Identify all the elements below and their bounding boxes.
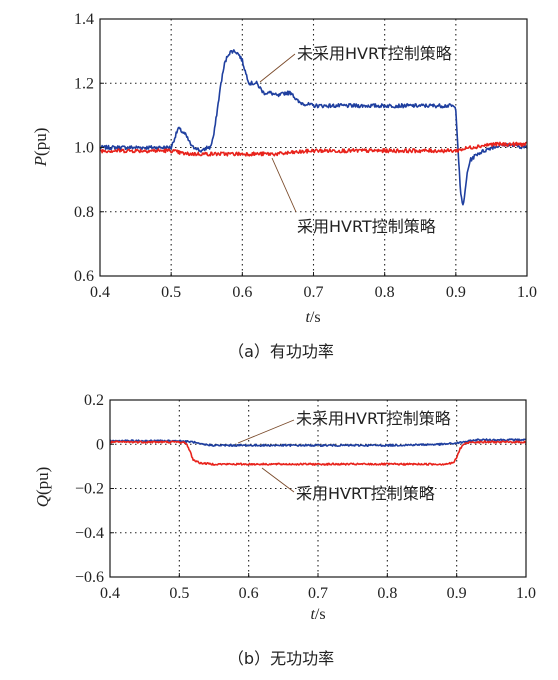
y-tick-label: −0.2 bbox=[75, 481, 104, 498]
annotation-leader-a2 bbox=[271, 157, 297, 213]
x-tick-label: 0.4 bbox=[90, 284, 110, 301]
annotation-blue-a: 未采用HVRT控制策略 bbox=[297, 44, 452, 63]
x-tick-label: 0.6 bbox=[232, 284, 252, 301]
y-tick-label: 0.8 bbox=[74, 204, 94, 221]
x-tick-label: 1.0 bbox=[517, 284, 537, 301]
series-group-a bbox=[99, 49, 528, 206]
y-tick-label: 1.2 bbox=[74, 75, 94, 92]
series-line-blue bbox=[99, 49, 528, 206]
annotation-blue-b: 未采用HVRT控制策略 bbox=[296, 409, 451, 428]
series-line-red bbox=[99, 141, 528, 157]
x-tick-label: 1.0 bbox=[516, 585, 536, 602]
x-tick-label: 0.4 bbox=[100, 585, 120, 602]
series-line-red bbox=[109, 440, 527, 466]
y-axis-label-a: P(pu) bbox=[31, 128, 50, 168]
x-tick-label: 0.9 bbox=[447, 585, 467, 602]
annotation-red-b: 采用HVRT控制策略 bbox=[296, 484, 435, 503]
x-tick-label: 0.5 bbox=[169, 585, 189, 602]
y-tick-label: −0.4 bbox=[75, 525, 104, 542]
annotation-leader-b2 bbox=[261, 467, 295, 493]
reactive-power-chart: 0.4 0.5 0.6 0.7 0.8 0.9 1.0 0.2 0 −0.2 −0.4 −0.6 Q(… bbox=[33, 392, 536, 668]
y-tick-label: 1.4 bbox=[74, 11, 94, 28]
x-axis-label-a: t/s bbox=[305, 309, 320, 326]
x-tick-label: 0.7 bbox=[304, 284, 324, 301]
active-power-chart: 0.4 0.5 0.6 0.7 0.8 0.9 1.0 0.6 0.8 1.0 1.2 1.4 P(p… bbox=[31, 11, 537, 361]
series-group-b bbox=[109, 438, 527, 466]
x-tick-label: 0.9 bbox=[446, 284, 466, 301]
y-tick-label: 0.6 bbox=[74, 268, 94, 285]
annotation-red-a: 采用HVRT控制策略 bbox=[297, 217, 436, 236]
y-axis-label-b: Q(pu) bbox=[33, 467, 52, 508]
caption-b: （b）无功功率 bbox=[228, 649, 334, 668]
ylabel-a: P(pu) bbox=[31, 128, 50, 168]
annotation-leader-b1 bbox=[237, 419, 295, 444]
x-tick-label: 0.5 bbox=[161, 284, 181, 301]
tick-labels-a: 0.4 0.5 0.6 0.7 0.8 0.9 1.0 0.6 0.8 1.0 1.2 1.4 bbox=[74, 11, 537, 301]
ylabel-b: Q(pu) bbox=[33, 467, 52, 508]
caption-a: （a）有功功率 bbox=[228, 342, 334, 361]
y-tick-label: 0 bbox=[96, 436, 104, 453]
x-tick-label: 0.8 bbox=[375, 284, 395, 301]
y-tick-label: 0.2 bbox=[84, 392, 104, 409]
x-tick-label: 0.7 bbox=[308, 585, 328, 602]
annotation-leader-a1 bbox=[259, 53, 296, 83]
x-axis-label-b: t/s bbox=[310, 606, 325, 623]
y-tick-label: 1.0 bbox=[74, 140, 94, 157]
tick-labels-b: 0.4 0.5 0.6 0.7 0.8 0.9 1.0 0.2 0 −0.2 −0.4 −0.6 bbox=[75, 392, 536, 602]
y-tick-label: −0.6 bbox=[75, 569, 104, 586]
x-tick-label: 0.6 bbox=[239, 585, 259, 602]
x-tick-label: 0.8 bbox=[377, 585, 397, 602]
